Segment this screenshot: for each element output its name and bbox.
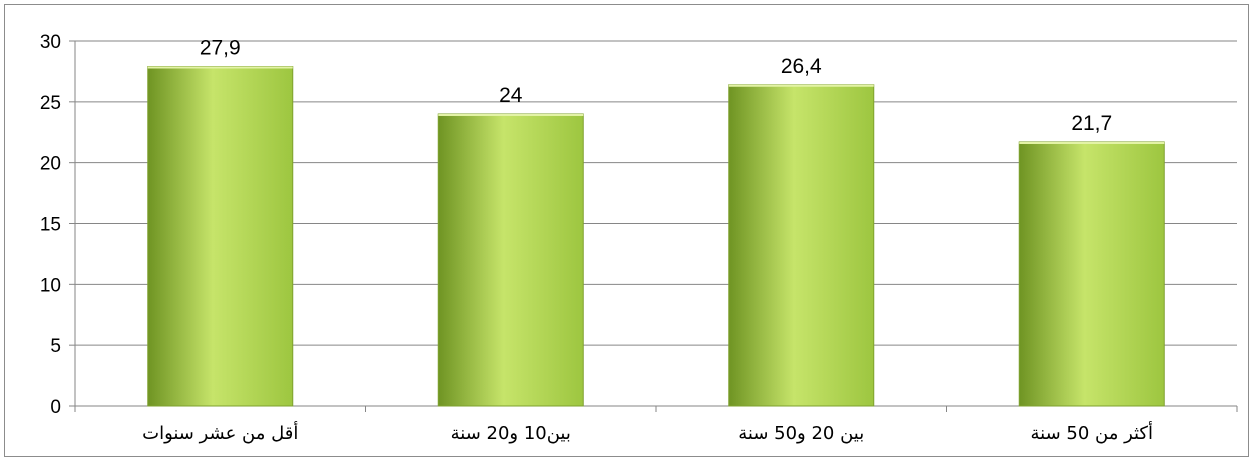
- data-label: 24: [499, 84, 523, 107]
- x-tick-label: أكثر من 50 سنة: [1030, 421, 1153, 444]
- bar: [147, 66, 294, 407]
- y-tick-label: 20: [40, 154, 61, 175]
- bar: [437, 113, 584, 407]
- data-label: 27,9: [200, 37, 241, 60]
- data-label: 26,4: [781, 55, 822, 78]
- x-tick-label: أقل من عشر سنوات: [142, 421, 298, 444]
- y-tick-label: 0: [50, 397, 61, 418]
- y-tick-label: 5: [50, 336, 61, 357]
- bar: [728, 84, 875, 407]
- y-tick-label: 25: [40, 93, 61, 114]
- x-tick-label: بين10 و20 سنة: [451, 423, 571, 444]
- y-tick-label: 30: [40, 32, 61, 53]
- x-tick-label: بين 20 و50 سنة: [738, 423, 864, 444]
- y-tick-label: 15: [40, 215, 61, 236]
- y-tick-label: 10: [40, 275, 61, 296]
- data-label: 21,7: [1071, 112, 1112, 135]
- bar: [1018, 141, 1165, 407]
